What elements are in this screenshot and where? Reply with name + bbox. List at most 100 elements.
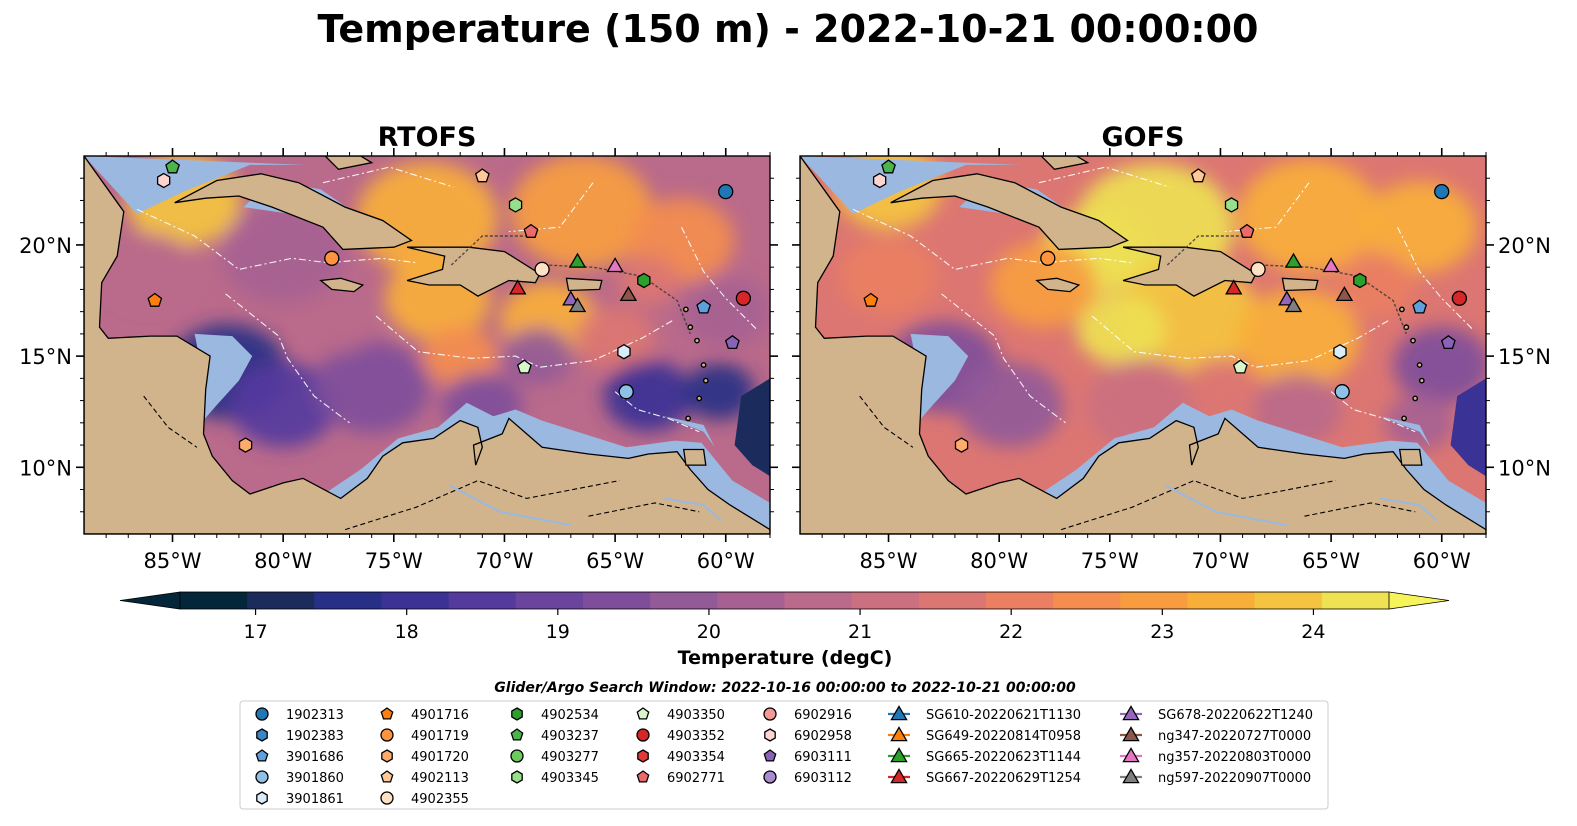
legend-marker bbox=[636, 707, 650, 720]
float-marker bbox=[1232, 359, 1248, 374]
temperature-anomaly bbox=[604, 360, 693, 432]
panel-title-rtofs: RTOFS bbox=[378, 122, 477, 153]
legend-label: 1902383 bbox=[286, 729, 344, 744]
figure-title: Temperature (150 m) - 2022-10-21 00:00:0… bbox=[317, 7, 1258, 51]
legend-item: 3901861 bbox=[256, 791, 344, 807]
legend-item: 4903277 bbox=[510, 749, 599, 765]
float-marker bbox=[165, 159, 180, 174]
eez-boundary bbox=[1224, 182, 1310, 233]
colorbar-segment bbox=[448, 592, 517, 609]
temperature-anomaly bbox=[575, 306, 655, 371]
island bbox=[683, 306, 689, 313]
float-marker bbox=[324, 250, 340, 266]
legend-label: SG610-20220621T1130 bbox=[926, 708, 1081, 723]
lat-tick-label: 15°N bbox=[19, 345, 72, 369]
legend-item: 3901860 bbox=[255, 770, 344, 786]
lat-tick-label: 20°N bbox=[19, 234, 72, 258]
eez-boundary bbox=[852, 208, 1132, 270]
island bbox=[1401, 415, 1408, 422]
shelf-area bbox=[1379, 416, 1431, 448]
float-marker bbox=[562, 290, 580, 306]
temperature-anomaly bbox=[1362, 181, 1478, 274]
temperature-anomaly bbox=[1393, 326, 1486, 404]
float-marker bbox=[724, 334, 740, 350]
temperature-anomaly bbox=[1235, 288, 1360, 388]
legend-item: 4903345 bbox=[511, 770, 599, 786]
eez-boundary bbox=[941, 293, 1066, 424]
legend-marker bbox=[1122, 747, 1140, 763]
atlantic-deep bbox=[734, 378, 770, 477]
island bbox=[1418, 377, 1425, 384]
temperature-anomaly bbox=[1335, 253, 1416, 317]
colorbar-tick-label: 17 bbox=[244, 621, 268, 643]
float-marker bbox=[1322, 257, 1340, 273]
legend-item: ng357-20220803T0000 bbox=[1120, 747, 1311, 765]
legend-marker bbox=[890, 726, 908, 742]
legend-marker bbox=[256, 791, 268, 805]
legend-marker bbox=[636, 728, 650, 742]
legend-box bbox=[239, 700, 1329, 810]
shelf-area bbox=[800, 156, 1022, 214]
float-marker bbox=[474, 168, 490, 183]
legend-label: 4902534 bbox=[541, 708, 599, 723]
eez-boundary bbox=[681, 226, 758, 330]
colorbar-segment bbox=[180, 592, 248, 609]
float-marker bbox=[1335, 286, 1354, 302]
shelf-area bbox=[84, 156, 306, 214]
eez-boundary bbox=[375, 315, 673, 368]
temperature-anomaly bbox=[221, 204, 346, 304]
island bbox=[702, 377, 709, 384]
temperature-anomaly bbox=[314, 341, 430, 434]
landmass bbox=[1398, 448, 1423, 466]
legend-label: ng347-20220727T0000 bbox=[1158, 729, 1311, 744]
temperature-field bbox=[835, 156, 1486, 452]
legend-marker bbox=[511, 770, 523, 784]
legend-marker bbox=[636, 770, 650, 783]
colorbar-segment bbox=[1120, 592, 1189, 609]
legend-item: 4903352 bbox=[636, 728, 725, 744]
river bbox=[663, 497, 722, 522]
lon-tick-label: 80°W bbox=[970, 549, 1028, 573]
panel-title-gofs: GOFS bbox=[1101, 122, 1184, 153]
colorbar-segment bbox=[583, 592, 651, 609]
float-marker bbox=[954, 437, 969, 453]
eez-boundary bbox=[136, 208, 416, 270]
legend-item: 6902958 bbox=[764, 728, 852, 744]
eez-boundary bbox=[1330, 391, 1416, 433]
island bbox=[685, 415, 691, 422]
landmass bbox=[565, 277, 603, 292]
river bbox=[448, 484, 571, 527]
legend-item: 4902534 bbox=[511, 707, 599, 723]
float-marker bbox=[1278, 290, 1296, 306]
island bbox=[700, 362, 707, 368]
colorbar-label: Temperature (degC) bbox=[678, 647, 893, 669]
temperature-anomaly bbox=[230, 362, 337, 448]
float-marker bbox=[1225, 279, 1243, 295]
island bbox=[1416, 362, 1423, 368]
legend-label: 6903112 bbox=[794, 771, 852, 786]
float-marker bbox=[568, 252, 587, 268]
depth-contour bbox=[450, 235, 527, 266]
colorbar-segment bbox=[851, 592, 920, 609]
temperature-anomaly bbox=[303, 296, 374, 354]
float-marker bbox=[147, 292, 163, 307]
legend-marker bbox=[1122, 768, 1140, 784]
landmass bbox=[84, 156, 770, 534]
legend-item: 4903237 bbox=[510, 728, 599, 744]
legend-label: 4903350 bbox=[667, 708, 725, 723]
legend-item: 3901686 bbox=[255, 749, 344, 765]
legend-marker bbox=[510, 728, 524, 741]
eez-boundary bbox=[1091, 315, 1389, 368]
float-marker bbox=[618, 384, 634, 400]
legend-item: 4901720 bbox=[381, 749, 469, 765]
legend-label: ng357-20220803T0000 bbox=[1158, 750, 1311, 765]
colorbar-tick-label: 18 bbox=[395, 621, 419, 643]
float-marker bbox=[735, 290, 752, 306]
colorbar-segment bbox=[381, 592, 450, 609]
colorbar-segment bbox=[986, 592, 1054, 609]
legend-item: 1902313 bbox=[255, 707, 344, 723]
legend-item: 1902383 bbox=[256, 728, 344, 744]
legend-item: ng597-20220907T0000 bbox=[1120, 768, 1311, 786]
temperature-anomaly bbox=[681, 276, 770, 347]
